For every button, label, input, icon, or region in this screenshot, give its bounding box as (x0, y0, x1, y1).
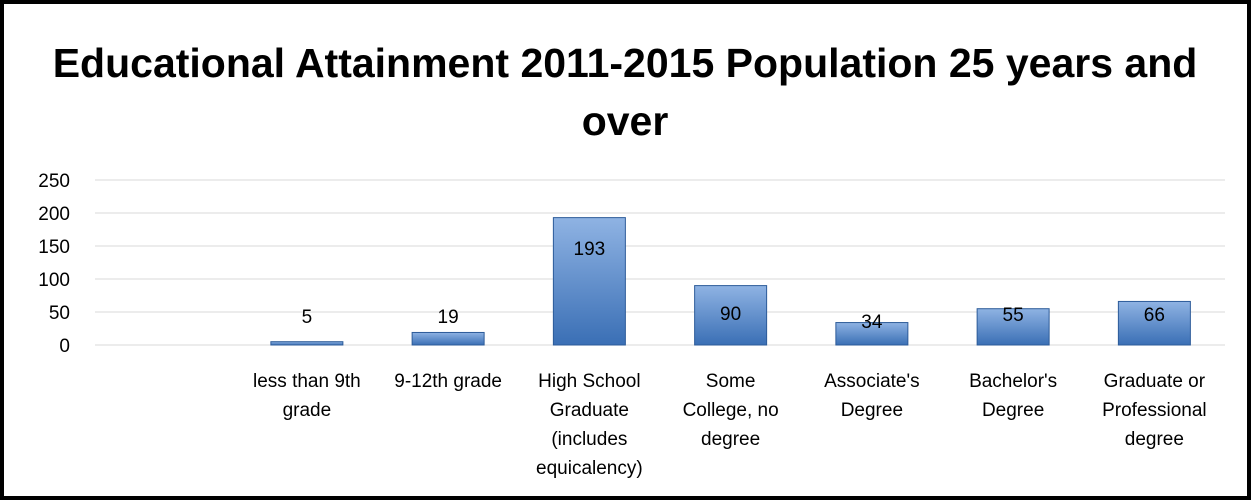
x-category-label: equicalency) (536, 458, 643, 479)
x-category-label: Professional (1102, 400, 1207, 421)
x-category-label: Graduate or (1104, 371, 1206, 392)
x-category-label: College, no (683, 400, 779, 421)
x-category-label: less than 9th (253, 371, 361, 392)
y-tick-label: 200 (38, 204, 70, 225)
bar (552, 217, 626, 346)
bar (976, 308, 1050, 346)
data-label: 66 (1144, 305, 1165, 326)
bar (270, 341, 344, 346)
bars (270, 217, 1191, 346)
data-label: 55 (1003, 305, 1024, 326)
y-tick-label: 100 (38, 270, 70, 291)
y-tick-label: 150 (38, 237, 70, 258)
y-axis-ticks: 0 50 100 150 200 250 (38, 171, 70, 357)
x-category-label: Associate's (824, 371, 920, 392)
data-labels: 5 19 193 90 34 55 66 (302, 239, 1165, 333)
data-label: 193 (574, 239, 606, 260)
x-category-label: Degree (982, 400, 1044, 421)
chart-title: Educational Attainment 2011-2015 Populat… (52, 40, 1198, 144)
y-tick-label: 0 (59, 336, 70, 357)
y-tick-label: 250 (38, 171, 70, 192)
x-category-label: Degree (841, 400, 903, 421)
bar (835, 322, 909, 346)
y-tick-label: 50 (49, 303, 70, 324)
bar (1117, 300, 1191, 346)
data-label: 5 (302, 307, 313, 328)
x-category-label: (includes (551, 429, 627, 450)
data-label: 34 (861, 312, 883, 333)
x-axis-categories: less than 9th grade 9-12th grade High Schoo… (253, 371, 1207, 479)
x-category-label: Bachelor's (969, 371, 1057, 392)
data-label: 19 (438, 307, 459, 328)
x-category-label: 9-12th grade (394, 371, 502, 392)
x-category-label: Some (706, 371, 756, 392)
gridlines (95, 179, 1225, 346)
data-label: 90 (720, 304, 741, 325)
x-category-label: degree (1125, 429, 1184, 450)
x-category-label: grade (283, 400, 332, 421)
x-category-label: degree (701, 429, 760, 450)
bar (411, 331, 485, 346)
x-category-label: High School (538, 371, 640, 392)
bar (694, 285, 768, 346)
x-category-label: Graduate (550, 400, 629, 421)
